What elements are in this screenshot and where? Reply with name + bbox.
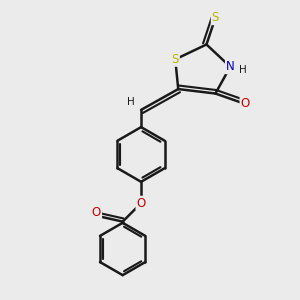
Text: O: O <box>241 98 250 110</box>
Text: O: O <box>92 206 101 219</box>
Text: H: H <box>239 65 247 75</box>
Text: S: S <box>212 11 219 24</box>
Text: H: H <box>127 97 135 106</box>
Text: S: S <box>172 53 179 66</box>
Text: N: N <box>226 60 235 73</box>
Text: O: O <box>136 197 146 210</box>
